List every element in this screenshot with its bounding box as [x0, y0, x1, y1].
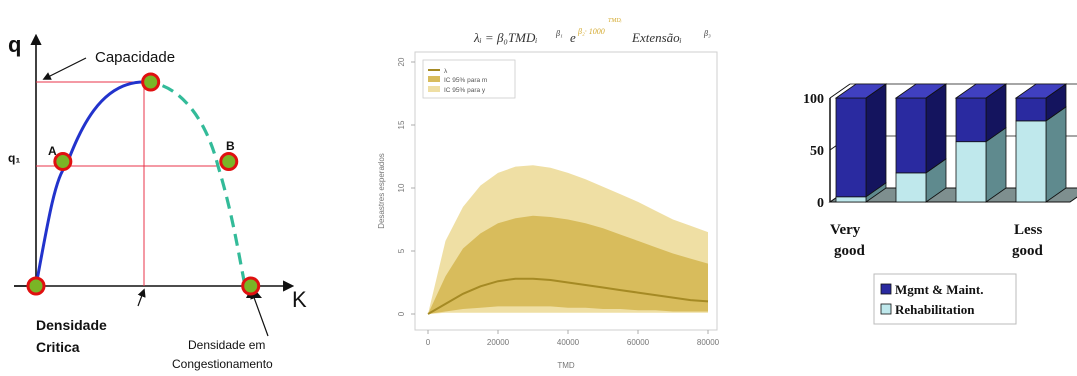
- title-exp2: β₂· 1000: [577, 27, 605, 36]
- y-axis-label: q: [8, 32, 21, 57]
- condition-stacked-bar-chart: 0 50 100 Very good Less good Mgmt & Maint.…: [803, 83, 1077, 325]
- bar-y-tick-label-0: 0: [817, 196, 824, 211]
- bar-3-rehab-side: [1045, 106, 1067, 203]
- expected-crashes-chart: λᵢ = β₀TMDᵢ β₁ e TMDᵢ β₂· 1000 Extensãoᵢ…: [377, 18, 720, 370]
- bar-1-rehab: [895, 172, 927, 203]
- uncongested-curve: [34, 80, 145, 287]
- fundamental-diagram-panel: q K Capacidade q₁ A B Densidade Critica …: [0, 0, 320, 371]
- lambda-line: [427, 277, 709, 315]
- curve-point-3: [219, 152, 239, 172]
- x-tick-label-1: 20000: [487, 338, 510, 347]
- bar-legend: Mgmt & Maint. Rehabilitation: [873, 273, 1017, 325]
- bar-1-mgmt: [895, 97, 927, 174]
- legend: λ IC 95% para m IC 95% para y: [422, 59, 516, 99]
- y-tick-label-3: 15: [397, 120, 406, 129]
- svg-text:λᵢ = β₀TMDᵢ: λᵢ = β₀TMDᵢ: [473, 30, 537, 45]
- bar-2-rehab: [955, 141, 987, 203]
- bar-0-rehab: [835, 196, 867, 203]
- x-label-very: Very: [830, 222, 861, 238]
- bar-1-mgmt-side: [925, 83, 947, 174]
- bar-0-mgmt: [835, 97, 867, 198]
- curve-point-4: [241, 276, 261, 296]
- bar-y-tick-label-2: 100: [803, 92, 824, 107]
- y-tick-label-1: 5: [397, 248, 406, 253]
- band-ic-m: [428, 215, 708, 314]
- title-exp1: β₁: [555, 29, 563, 38]
- q1-label: q₁: [8, 151, 20, 165]
- legend-swatch-y: [428, 86, 440, 92]
- critical-density-label-line1: Densidade: [36, 317, 107, 333]
- x-axis-label: K: [292, 287, 307, 312]
- x-label-very-good: good: [834, 243, 866, 259]
- y-tick-label-4: 20: [397, 57, 406, 66]
- curve-point-1: [53, 152, 73, 172]
- fundamental-diagram: q K Capacidade q₁ A B Densidade Critica …: [8, 32, 307, 371]
- x-label-less: Less: [1014, 222, 1043, 238]
- jam-density-arrow: [250, 290, 269, 337]
- legend-label-lambda: λ: [444, 68, 448, 75]
- bar-grid-depth-2: [829, 83, 851, 99]
- y-tick-label-0: 0: [397, 311, 406, 316]
- expected-crashes-panel: λᵢ = β₀TMDᵢ β₁ e TMDᵢ β₂· 1000 Extensãoᵢ…: [370, 0, 750, 371]
- legend-swatch-rehab: [880, 303, 892, 315]
- bar-0-top: [834, 83, 888, 99]
- bands: [427, 165, 709, 315]
- title-lhs: λᵢ = β₀TMDᵢ: [473, 30, 537, 45]
- bar-0-mgmt-side: [865, 83, 887, 198]
- x-label-less-good: good: [1012, 243, 1044, 259]
- y-tick-label-2: 10: [397, 183, 406, 192]
- legend-swatch-mgmt: [880, 283, 892, 295]
- congested-curve: [143, 80, 247, 287]
- title-exp3: β₃: [703, 29, 711, 38]
- title-extension: Extensãoᵢ: [631, 30, 682, 45]
- y-axis-label: Desastres esperados: [377, 153, 386, 229]
- jam-density-label-line2: Congestionamento: [172, 357, 273, 371]
- bars: [834, 83, 1068, 203]
- bar-2-mgmt: [955, 97, 987, 143]
- bar-y-tick-label-1: 50: [810, 144, 824, 159]
- ticks: 0 20000 40000 60000 80000 0 5 10 15 20: [397, 57, 720, 347]
- bar-3-top: [1014, 83, 1068, 99]
- point-b-label: B: [226, 139, 235, 153]
- title-exp2-top: TMDᵢ: [608, 18, 622, 24]
- curve-point-2: [141, 72, 161, 92]
- critical-density-arrow: [137, 288, 146, 307]
- legend-label-y: IC 95% para y: [444, 87, 486, 94]
- point-a-label: A: [48, 144, 57, 158]
- critical-density-label-line2: Critica: [36, 339, 80, 355]
- curve-points: [26, 72, 261, 296]
- chart-title: λᵢ = β₀TMDᵢ β₁ e TMDᵢ β₂· 1000 Extensãoᵢ…: [473, 18, 711, 45]
- legend-frame: [873, 273, 1017, 325]
- legend-label-mgmt: Mgmt & Maint.: [895, 282, 983, 297]
- curve-point-0: [26, 276, 46, 296]
- legend-swatch-m: [428, 76, 440, 82]
- legend-label-rehab: Rehabilitation: [895, 302, 975, 317]
- bar-3-rehab: [1015, 120, 1047, 203]
- condition-bars-panel: 0 50 100 Very good Less good Mgmt & Maint.…: [770, 0, 1077, 371]
- x-axis-label: TMD: [557, 361, 575, 370]
- x-tick-label-3: 60000: [627, 338, 650, 347]
- capacity-arrow: [42, 57, 87, 80]
- bar-1-top: [894, 83, 948, 99]
- x-tick-label-2: 40000: [557, 338, 580, 347]
- x-tick-label-0: 0: [426, 338, 431, 347]
- bar-3-mgmt: [1015, 97, 1047, 122]
- jam-density-label-line1: Densidade em: [188, 338, 265, 352]
- title-e: e: [570, 30, 576, 45]
- legend-label-m: IC 95% para m: [444, 77, 487, 84]
- capacity-label: Capacidade: [95, 49, 175, 66]
- x-tick-label-4: 80000: [697, 338, 720, 347]
- bar-2-top: [954, 83, 1008, 99]
